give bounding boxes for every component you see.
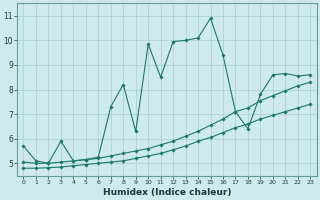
X-axis label: Humidex (Indice chaleur): Humidex (Indice chaleur) — [103, 188, 231, 197]
